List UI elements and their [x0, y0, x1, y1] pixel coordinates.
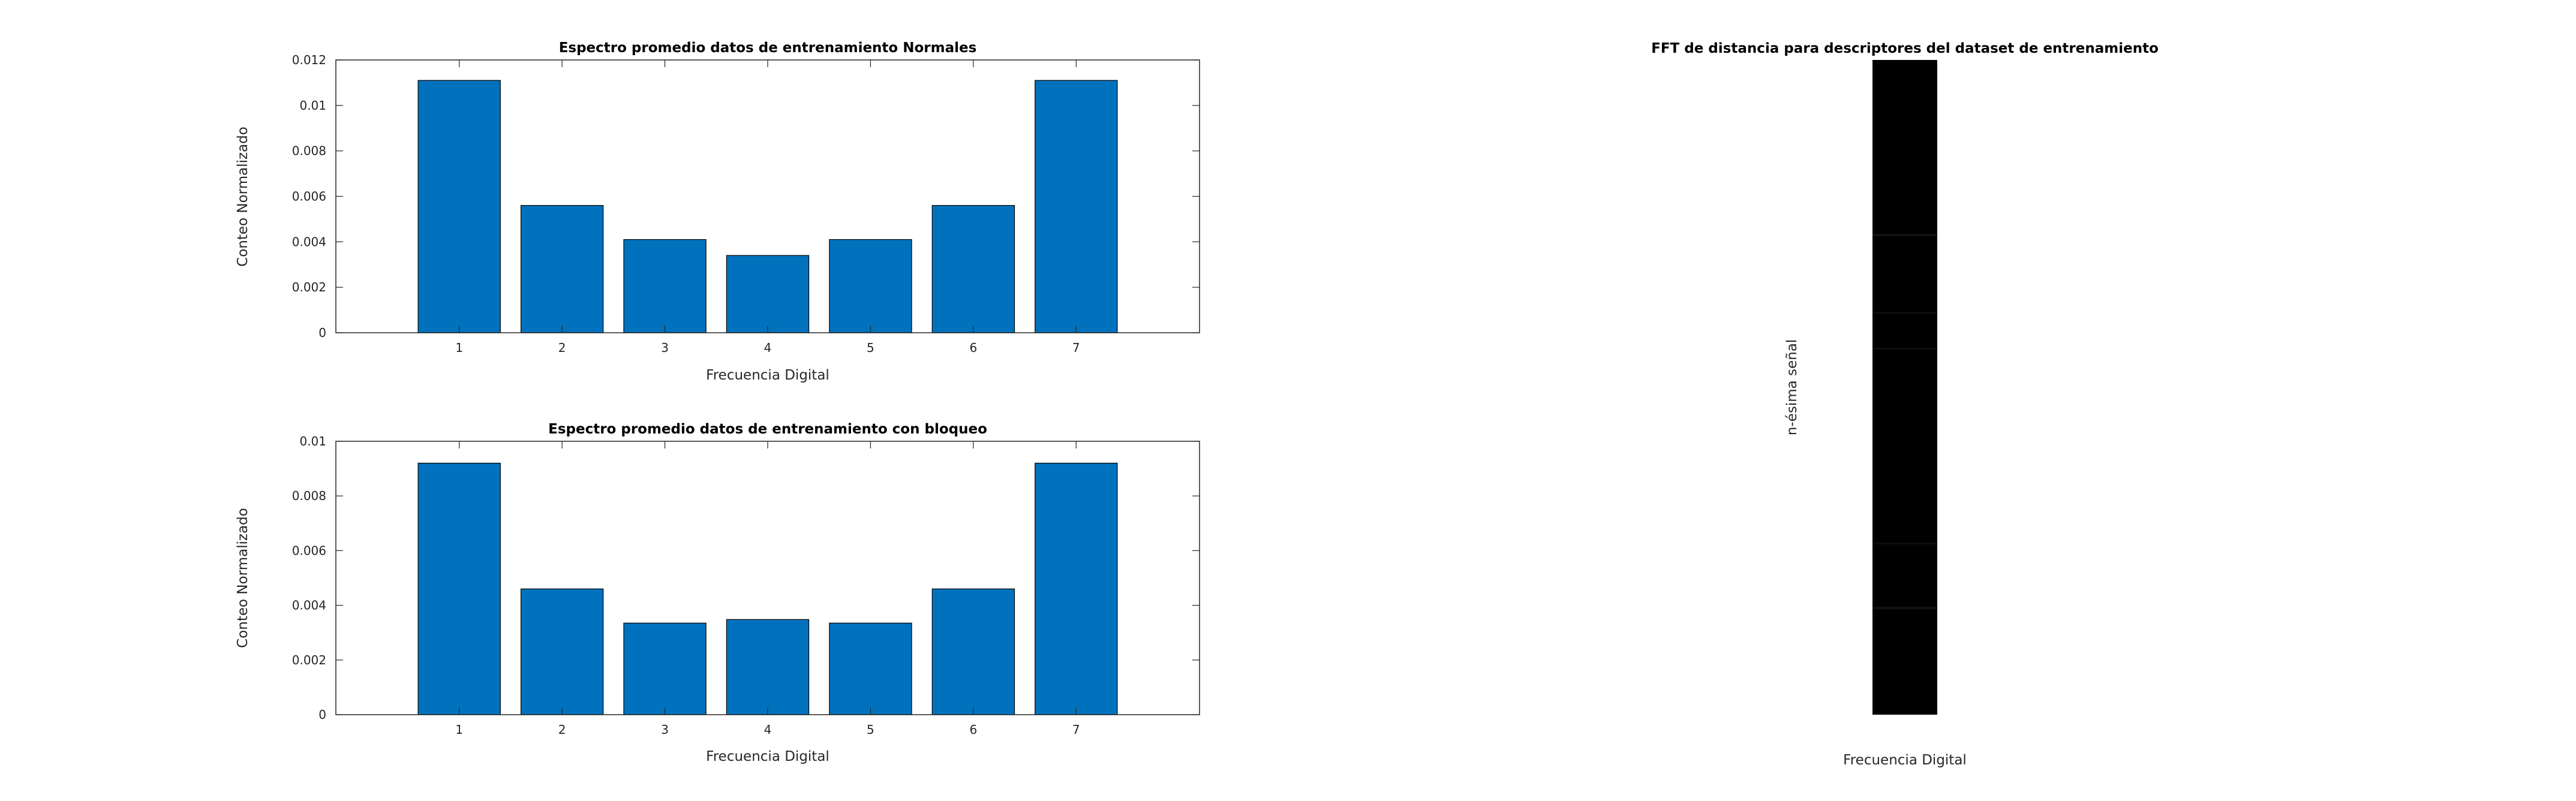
heatmap-fft: FFT de distancia para descriptores del d… — [1651, 41, 2159, 768]
x-tick-label: 3 — [661, 341, 669, 355]
bar-5 — [829, 622, 912, 715]
chart-title: FFT de distancia para descriptores del d… — [1651, 41, 2159, 56]
x-tick-label: 1 — [455, 722, 463, 737]
bars-group — [417, 462, 1118, 715]
y-tick-label: 0.004 — [292, 234, 326, 249]
y-tick-label: 0 — [318, 707, 326, 722]
bar-2 — [520, 588, 604, 715]
x-axis-label: Frecuencia Digital — [706, 368, 829, 383]
y-axis-label: Conteo Normalizado — [235, 508, 251, 648]
y-tick-label: 0.002 — [292, 653, 326, 667]
y-tick-label: 0.006 — [292, 543, 326, 558]
bar-7 — [1035, 462, 1118, 715]
bar-chart-normales: Espectro promedio datos de entrenamiento… — [235, 40, 1200, 383]
x-tick-label: 7 — [1072, 722, 1080, 737]
y-tick-label: 0.002 — [292, 280, 326, 294]
chart-title: Espectro promedio datos de entrenamiento… — [548, 421, 987, 437]
y-axis-label: Conteo Normalizado — [235, 127, 251, 267]
bar-4 — [726, 255, 810, 333]
bar-1 — [417, 462, 501, 715]
y-axis-label: n-ésima señal — [1784, 339, 1800, 435]
bar-6 — [931, 205, 1015, 333]
heatmap-row — [1872, 312, 1937, 314]
y-tick-label: 0.008 — [292, 489, 326, 503]
bar-6 — [931, 588, 1015, 715]
x-tick-label: 3 — [661, 722, 669, 737]
y-axis: 0 0.002 0.004 0.006 0.008 0.01 — [292, 434, 1200, 722]
heatmap-faint-rows — [1872, 234, 1937, 609]
x-tick-label: 2 — [558, 722, 566, 737]
bars-group — [417, 80, 1118, 333]
y-tick-label: 0.008 — [292, 144, 326, 158]
x-tick-label: 5 — [867, 341, 874, 355]
x-axis-label: Frecuencia Digital — [1843, 752, 1967, 768]
bar-1 — [417, 80, 501, 333]
y-axis: 0 0.002 0.004 0.006 0.008 0.01 0.012 — [292, 53, 1200, 340]
x-tick-label: 7 — [1072, 341, 1080, 355]
bar-4 — [726, 619, 810, 715]
x-tick-label: 2 — [558, 341, 566, 355]
x-tick-label: 1 — [455, 341, 463, 355]
x-tick-label: 4 — [764, 341, 772, 355]
y-tick-label: 0.01 — [299, 434, 326, 448]
chart-title: Espectro promedio datos de entrenamiento… — [559, 40, 977, 56]
bar-5 — [829, 239, 912, 333]
y-tick-label: 0.006 — [292, 189, 326, 204]
bar-2 — [520, 205, 604, 333]
x-axis: 1 2 3 4 5 6 7 — [455, 60, 1080, 355]
bar-3 — [623, 239, 707, 333]
bar-7 — [1035, 80, 1118, 333]
bar-chart-bloqueo: Espectro promedio datos de entrenamiento… — [235, 421, 1200, 764]
heatmap-row — [1872, 607, 1937, 609]
y-tick-label: 0.012 — [292, 53, 326, 67]
y-tick-label: 0 — [318, 326, 326, 340]
heatmap-image — [1872, 60, 1937, 715]
heatmap-row — [1872, 348, 1937, 350]
x-axis: 1 2 3 4 5 6 7 — [455, 441, 1080, 737]
x-tick-label: 6 — [969, 341, 977, 355]
heatmap-row — [1872, 234, 1937, 236]
x-tick-label: 5 — [867, 722, 874, 737]
bar-3 — [623, 622, 707, 715]
y-tick-label: 0.01 — [299, 98, 326, 113]
x-tick-label: 4 — [764, 722, 772, 737]
heatmap-row — [1872, 543, 1937, 544]
x-tick-label: 6 — [969, 722, 977, 737]
x-axis-label: Frecuencia Digital — [706, 749, 829, 764]
y-tick-label: 0.004 — [292, 598, 326, 613]
